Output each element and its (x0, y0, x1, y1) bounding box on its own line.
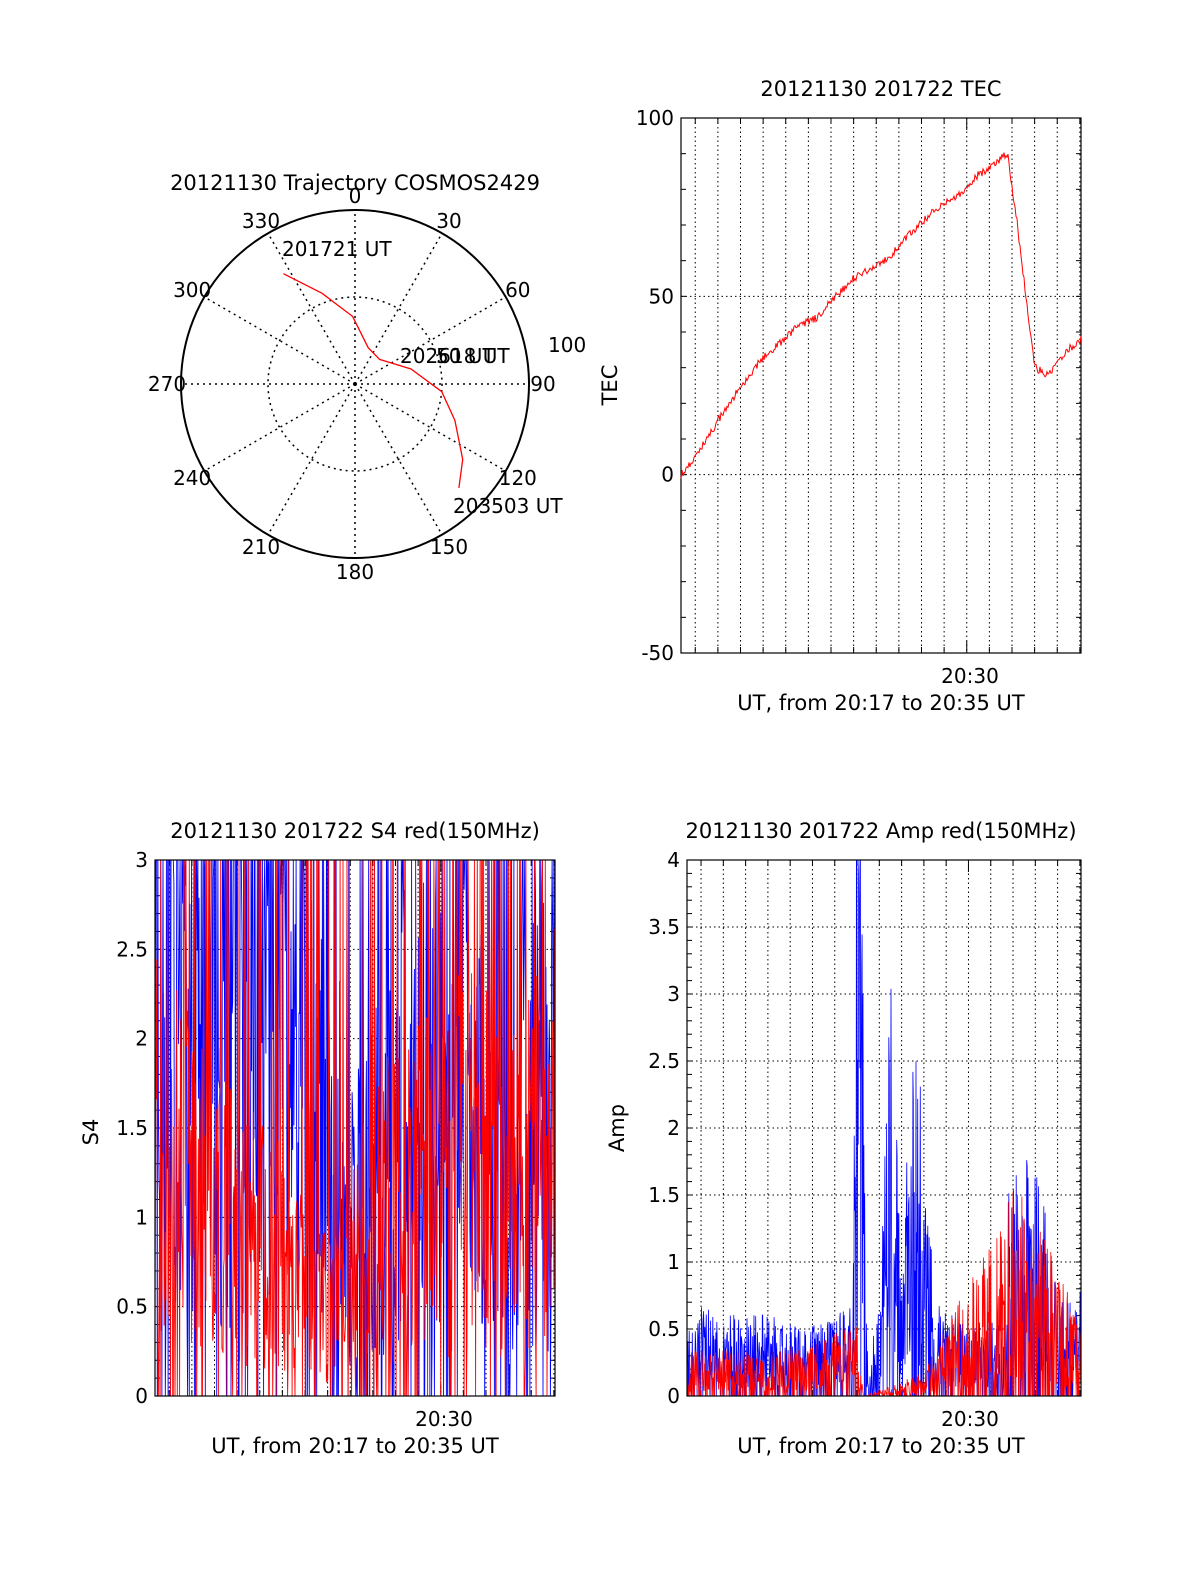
polar-spoke (354, 383, 443, 536)
tec-xtick: 20:30 (941, 664, 999, 688)
polar-spoke (354, 296, 507, 385)
polar-angle-label: 240 (173, 466, 211, 490)
y-tick-label: 50 (649, 284, 674, 308)
y-tick-label: 1.5 (648, 1183, 680, 1207)
s4-xlabel: UT, from 20:17 to 20:35 UT (211, 1434, 499, 1458)
polar-angle-label: 0 (349, 184, 362, 208)
y-tick-label: 3 (135, 848, 148, 872)
polar-inner-circle (267, 296, 443, 472)
tec-series (680, 152, 1082, 479)
y-tick-label: 1.5 (116, 1116, 148, 1140)
polar-spoke (354, 232, 443, 385)
y-tick-label: 3.5 (648, 915, 680, 939)
y-tick-label: 1 (135, 1205, 148, 1229)
polar-angle-label: 270 (148, 372, 186, 396)
y-tick-label: 100 (636, 106, 674, 130)
tec-ylabel: TEC (598, 365, 622, 407)
y-tick-label: 0 (661, 463, 674, 487)
polar-angle-label: 300 (173, 278, 211, 302)
s4-frame (154, 859, 556, 1397)
s4-panel: 20121130 201722 S4 red(150MHz) 3 2.5 2 1.5 1… (79, 819, 556, 1458)
polar-angle-label: 180 (336, 560, 374, 584)
tec-xlabel: UT, from 20:17 to 20:35 UT (737, 691, 1025, 715)
polar-spoke (267, 232, 356, 385)
polar-outer-circle (180, 209, 530, 559)
amp-xtick: 20:30 (941, 1407, 999, 1431)
s4-yticks: 3 2.5 2 1.5 1 0.5 0 (116, 848, 148, 1408)
polar-angle-label: 330 (242, 209, 280, 233)
y-tick-label: -50 (641, 641, 674, 665)
y-tick-label: 0.5 (116, 1295, 148, 1319)
amp-xlabel: UT, from 20:17 to 20:35 UT (737, 1434, 1025, 1458)
polar-angle-label: 30 (436, 209, 461, 233)
tec-title: 20121130 201722 TEC (760, 77, 1001, 101)
y-tick-label: 2.5 (648, 1049, 680, 1073)
s4-title: 20121130 201722 S4 red(150MHz) (170, 819, 540, 843)
tec-frame (680, 117, 1082, 654)
y-tick-label: 2 (667, 1116, 680, 1140)
polar-panel: 20121130 Trajectory COSMOS2429 0 30 60 90 12… (148, 171, 586, 584)
s4-series (154, 859, 556, 1397)
polar-spokes (181, 210, 529, 558)
tec-grid (681, 117, 1081, 654)
y-tick-label: 0 (135, 1384, 148, 1408)
tec-yticks: 100 50 0 -50 (636, 106, 674, 665)
annotation-start: 201721 UT (282, 237, 392, 261)
amp-ylabel: Amp (605, 1104, 629, 1152)
y-tick-label: 0.5 (648, 1317, 680, 1341)
polar-radius-label: 100 (548, 333, 586, 357)
polar-title: 20121130 Trajectory COSMOS2429 (170, 171, 540, 195)
series-line-1 (680, 152, 1082, 479)
polar-angle-label: 150 (430, 535, 468, 559)
amp-frame (686, 859, 1082, 1397)
polar-spoke (203, 383, 356, 472)
polar-angle-label: 60 (505, 278, 530, 302)
amp-yticks: 4 3.5 3 2.5 2 1.5 1 0.5 0 (648, 848, 680, 1408)
y-tick-label: 0 (667, 1384, 680, 1408)
polar-spoke (203, 296, 356, 385)
y-tick-label: 2 (135, 1027, 148, 1051)
polar-angle-labels: 0 30 60 90 120 150 180 210 240 270 300 330 (148, 184, 556, 584)
annotation-overlap: 50 UT (436, 344, 495, 368)
polar-angle-label: 120 (499, 466, 537, 490)
s4-ylabel: S4 (79, 1119, 103, 1146)
y-tick-label: 3 (667, 982, 680, 1006)
s4-xtick: 20:30 (415, 1407, 473, 1431)
amp-title: 20121130 201722 Amp red(150MHz) (685, 819, 1076, 843)
amp-panel: 20121130 201722 Amp red(150MHz) 4 3.5 3 2.5… (605, 819, 1082, 1458)
annotation-end: 203503 UT (453, 494, 563, 518)
polar-angle-label: 90 (530, 372, 555, 396)
annotation-mid: 202618 UT (400, 344, 510, 368)
series-line-2 (154, 859, 556, 1397)
polar-spoke (267, 383, 356, 536)
y-tick-label: 1 (667, 1250, 680, 1274)
y-tick-label: 2.5 (116, 937, 148, 961)
tec-panel: 20121130 201722 TEC 100 50 0 -50 20:30 UT, … (598, 77, 1082, 715)
trajectory-line (283, 273, 464, 488)
polar-angle-label: 210 (242, 535, 280, 559)
y-tick-label: 4 (667, 848, 680, 872)
polar-spoke (354, 383, 507, 472)
